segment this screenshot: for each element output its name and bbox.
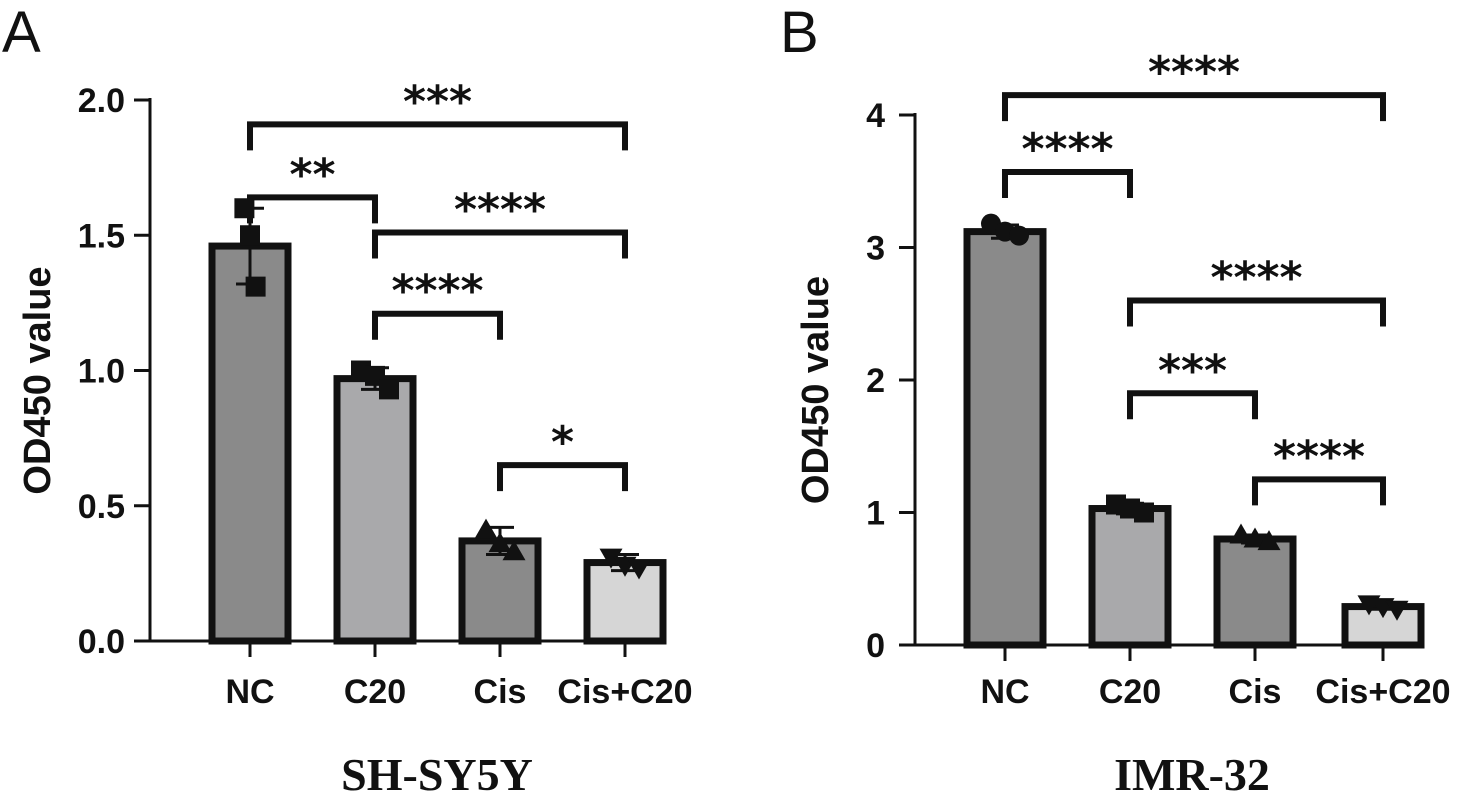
bar-c20	[333, 375, 417, 645]
data-point	[502, 540, 526, 561]
significance-bracket	[247, 194, 378, 224]
y-tick-label: 1	[866, 495, 885, 533]
x-tick-label: Cis	[474, 673, 527, 711]
x-tick-label: Cis+C20	[1315, 673, 1450, 711]
y-tick-label: 4	[866, 97, 885, 135]
data-point	[474, 518, 498, 539]
bar-nc	[208, 242, 292, 645]
x-tick-label: Cis	[1229, 673, 1282, 711]
significance-bracket	[372, 229, 628, 259]
panel-letter: A	[2, 0, 41, 65]
significance-label: *	[551, 417, 574, 468]
data-point	[1385, 600, 1409, 621]
significance-label: ***	[403, 76, 472, 127]
significance-bracket	[1127, 390, 1258, 420]
y-tick-label: 3	[866, 230, 885, 268]
y-axis-title: OD450 value	[795, 276, 837, 504]
significance-label: ****	[391, 266, 483, 317]
significance-bracket	[1127, 297, 1386, 327]
y-axis-title: OD450 value	[17, 266, 59, 494]
y-tick-label: 1.5	[78, 217, 125, 255]
data-point	[1243, 527, 1267, 548]
significance-label: **	[289, 149, 335, 200]
bar-nc	[963, 228, 1047, 649]
data-point	[1229, 523, 1253, 544]
significance-bracket	[247, 121, 628, 151]
chart-panel-a: A 0.0 0.5 1.0 1.5 2.0 OD450 value NC C20 Cis Cis+C…	[2, 0, 693, 799]
x-tick-label: C20	[344, 673, 406, 711]
x-tick-label: NC	[225, 673, 274, 711]
x-tick-label: Cis+C20	[557, 673, 692, 711]
significance-label: ****	[1148, 47, 1240, 98]
significance-bracket	[1002, 92, 1386, 122]
y-tick-label: 2	[866, 362, 885, 400]
significance-label: ****	[1273, 431, 1365, 482]
y-tick-label: 0.0	[78, 623, 125, 661]
significance-label: ****	[454, 185, 546, 236]
x-axis-title: SH-SY5Y	[341, 749, 533, 799]
bar-c20	[1088, 505, 1172, 649]
data-point	[1009, 225, 1029, 246]
data-point	[1257, 530, 1281, 551]
y-tick-label: 0.5	[78, 488, 125, 526]
significance-bracket	[1002, 168, 1133, 198]
significance-bracket	[372, 310, 503, 340]
data-point	[379, 379, 399, 400]
panel-letter: B	[780, 0, 819, 65]
data-point	[488, 532, 512, 553]
significance-label: ****	[1210, 253, 1302, 304]
significance-bracket	[1252, 476, 1386, 506]
data-point	[1134, 502, 1154, 523]
data-point	[245, 276, 266, 297]
y-tick-label: 2.0	[78, 82, 125, 120]
x-axis-title: IMR-32	[1114, 749, 1270, 799]
data-point	[240, 225, 260, 246]
significance-label: ****	[1021, 124, 1113, 175]
y-tick-label: 0	[866, 627, 885, 665]
bar-cis	[1213, 535, 1297, 649]
y-tick-label: 1.0	[78, 353, 125, 391]
data-point	[599, 548, 623, 569]
x-tick-label: C20	[1099, 673, 1161, 711]
significance-bracket	[497, 462, 628, 492]
x-tick-label: NC	[980, 673, 1029, 711]
data-point	[627, 559, 651, 580]
significance-label: ***	[1158, 345, 1227, 396]
